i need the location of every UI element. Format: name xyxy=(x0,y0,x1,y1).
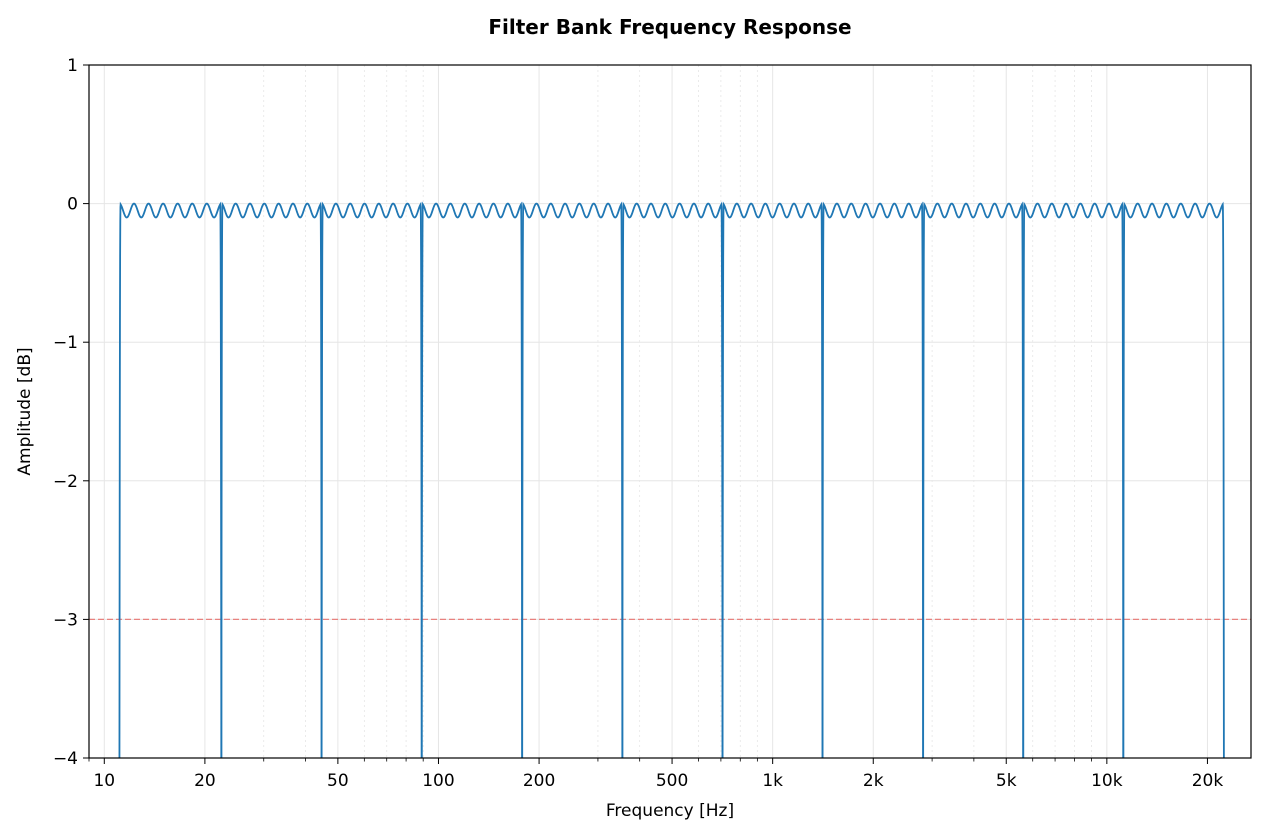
x-tick-label: 1k xyxy=(762,771,783,791)
filter-band-response-line xyxy=(621,201,724,758)
filter-band-response-line xyxy=(821,201,925,758)
x-tick-label: 20k xyxy=(1192,771,1224,791)
filter-band-response-line xyxy=(1122,201,1225,758)
series-group xyxy=(118,201,1225,758)
filter-band-response-line xyxy=(220,201,323,758)
x-tick-label: 10 xyxy=(93,771,115,791)
x-tick-label: 100 xyxy=(422,771,454,791)
y-tick-label: −2 xyxy=(53,472,78,492)
filter-band-response-line xyxy=(521,201,624,758)
y-axis-label: Amplitude [dB] xyxy=(15,347,35,475)
x-tick-label: 5k xyxy=(996,771,1017,791)
filter-band-response-line xyxy=(320,201,423,758)
x-tick-label: 50 xyxy=(327,771,349,791)
chart-title: Filter Bank Frequency Response xyxy=(488,15,851,39)
y-tick-label: 1 xyxy=(67,56,78,76)
y-tick-label: 0 xyxy=(67,195,78,215)
grid-lines xyxy=(88,64,1251,759)
x-tick-label: 200 xyxy=(523,771,555,791)
filter-band-response-line xyxy=(118,201,223,758)
filter-band-response-line xyxy=(721,201,824,758)
filter-band-response-line xyxy=(1022,201,1125,758)
filter-band-response-line xyxy=(922,201,1025,758)
x-tick-label: 2k xyxy=(863,771,884,791)
x-tick-label: 10k xyxy=(1091,771,1123,791)
x-tick-label: 20 xyxy=(194,771,216,791)
x-axis-ticks: 10 20 50 100 200 500 1k 2k 5k 10k 20k xyxy=(88,758,1224,791)
y-tick-label: −3 xyxy=(53,610,78,630)
plot-area-frame xyxy=(88,64,1252,759)
y-tick-label: −4 xyxy=(53,749,78,769)
y-axis-ticks: 1 0 −1 −2 −3 −4 xyxy=(53,56,89,769)
y-tick-label: −1 xyxy=(53,333,78,353)
filter-band-response-line xyxy=(420,201,524,758)
x-axis-label: Frequency [Hz] xyxy=(606,801,734,821)
x-tick-label: 500 xyxy=(656,771,688,791)
